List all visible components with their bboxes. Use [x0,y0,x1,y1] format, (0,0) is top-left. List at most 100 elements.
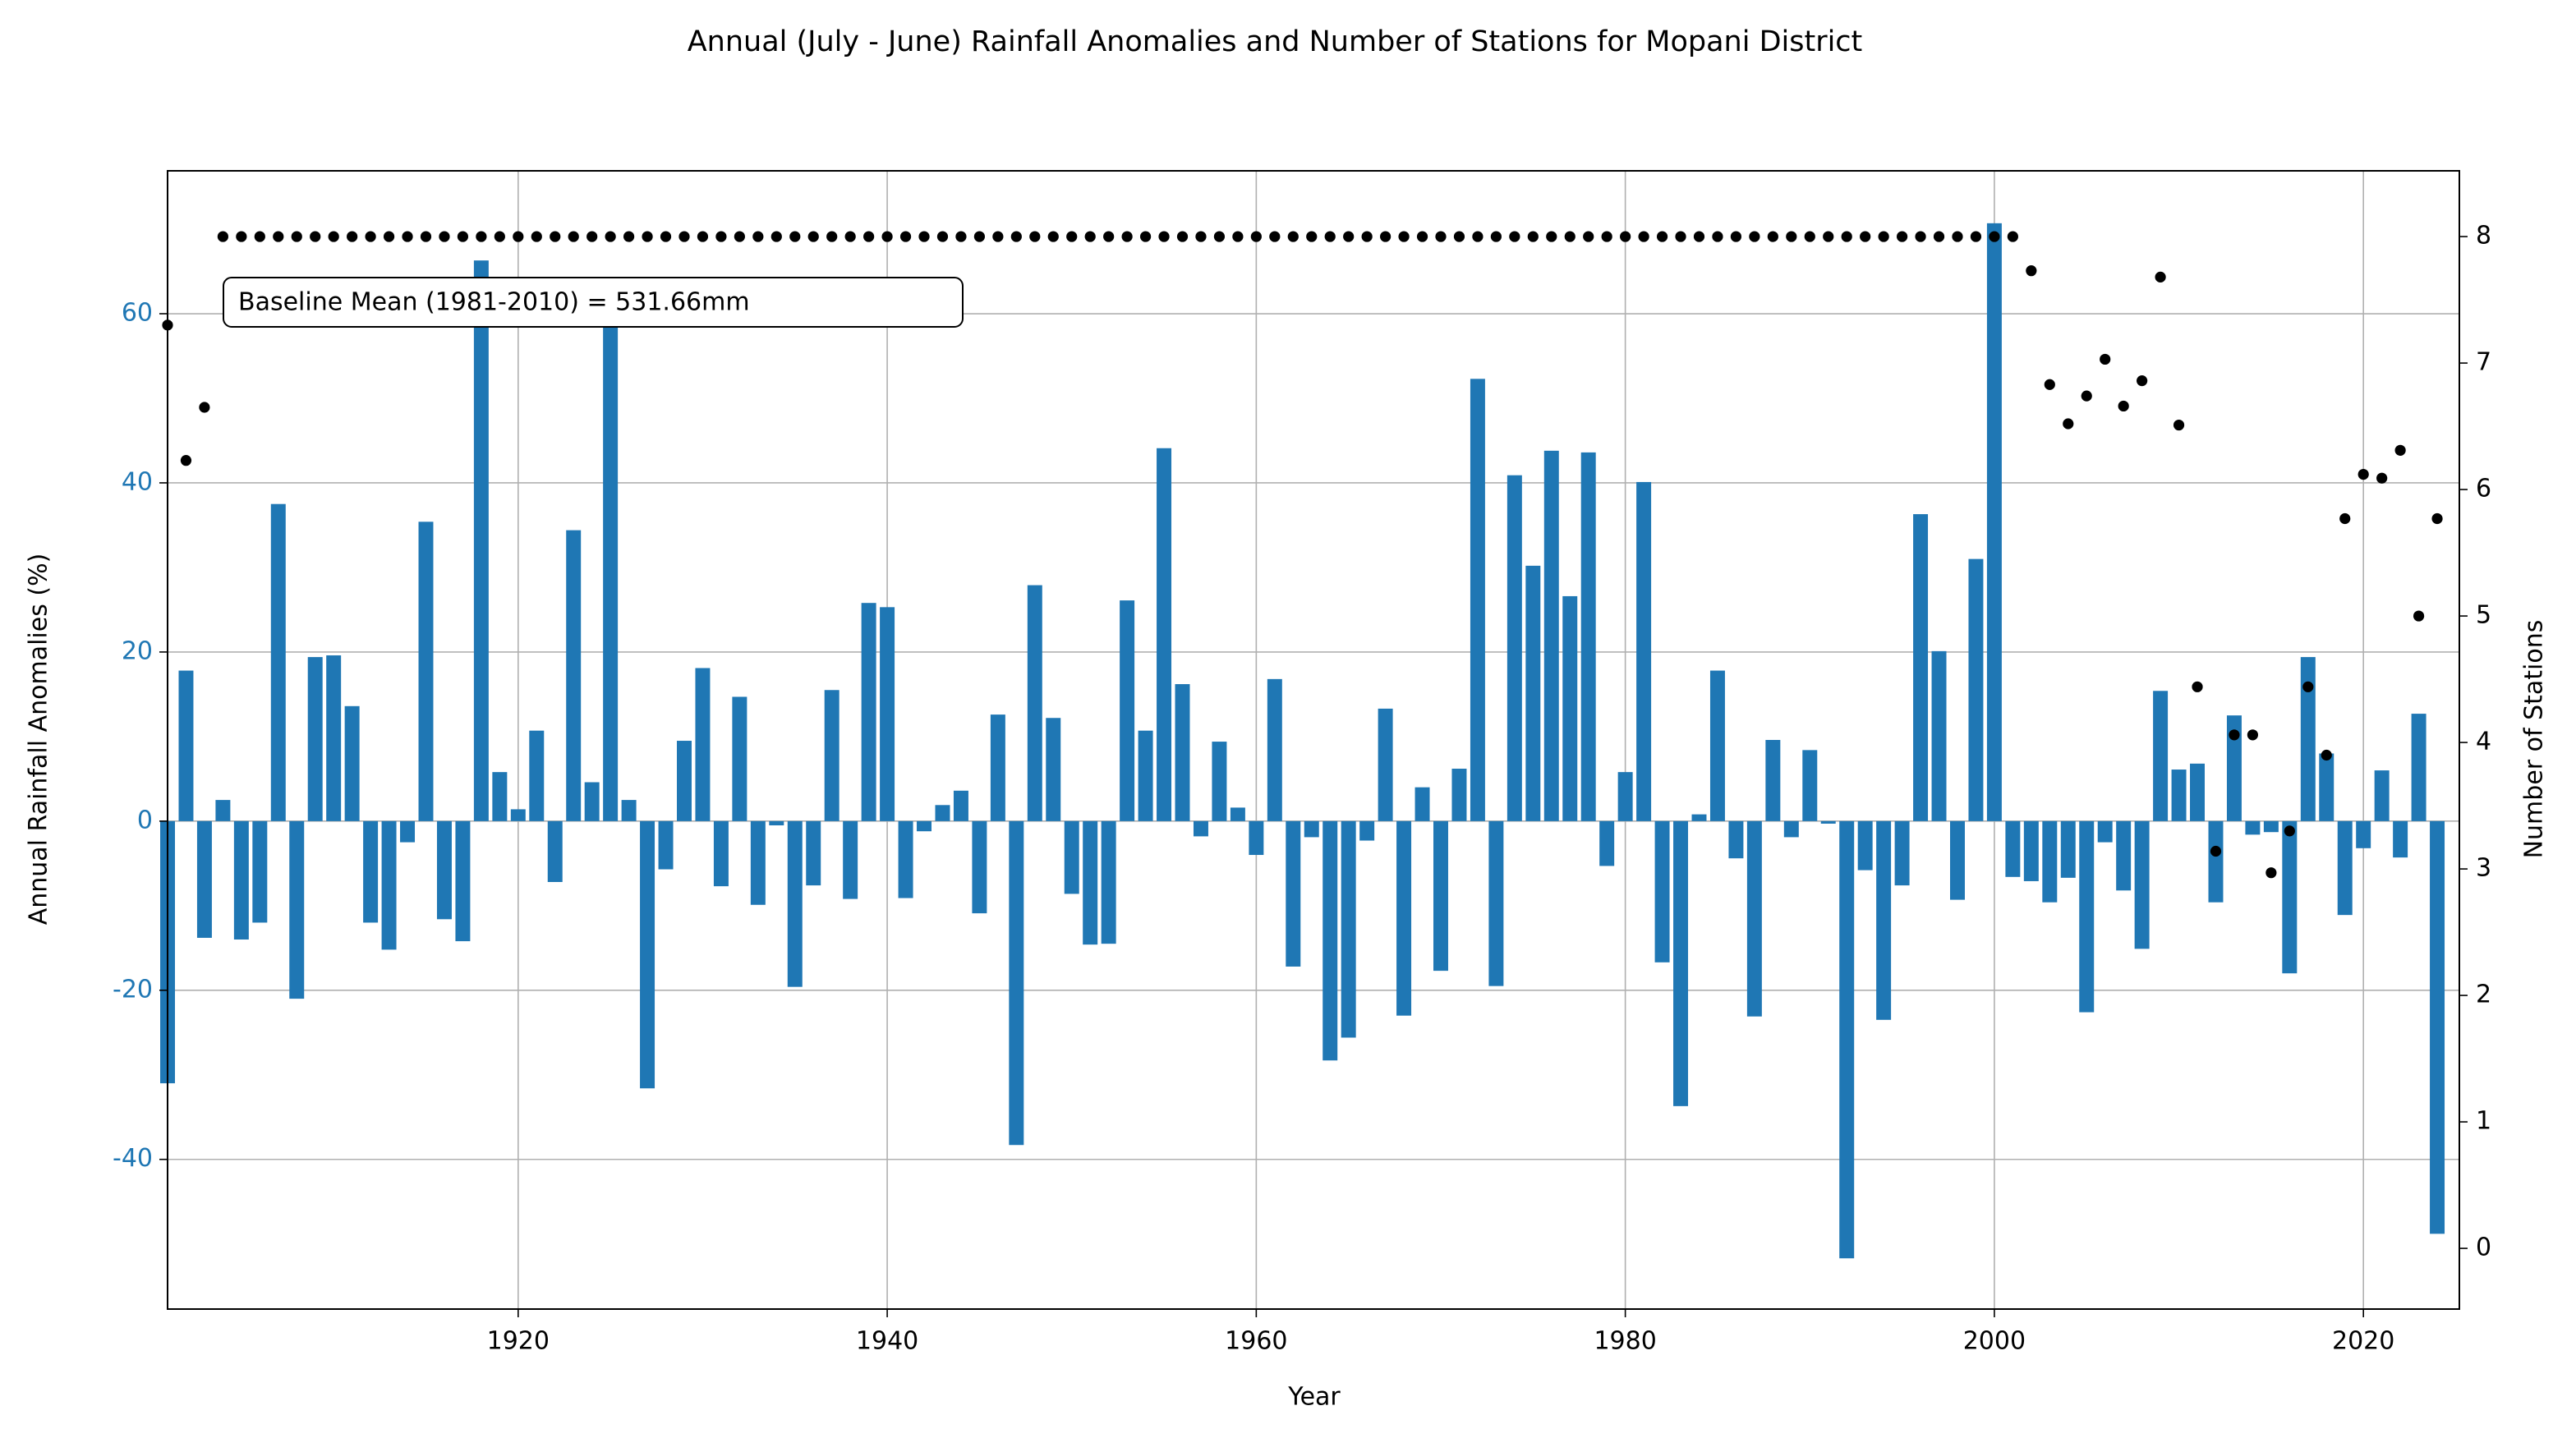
bar [2226,715,2242,821]
bar [990,714,1005,821]
station-dot [1638,231,1649,242]
bar [1931,650,1947,821]
station-dot [2192,681,2203,692]
bar [326,655,342,821]
station-dot [1250,231,1262,242]
station-dot [1693,231,1705,242]
bar [1433,820,1448,972]
station-dot [1066,231,1078,242]
bar [2171,770,2187,821]
x-tick-label: 2020 [2332,1327,2394,1356]
bar [178,670,194,821]
y-tick-label: -20 [113,975,153,1004]
bar [2116,820,2132,891]
bar [1599,820,1615,866]
station-dot [420,231,432,242]
station-dot [992,231,1004,242]
station-dot [328,231,339,242]
station-dot [1472,231,1484,242]
bar [1857,820,1873,871]
station-dot [623,231,635,242]
station-dot [1398,231,1410,242]
station-dot [531,231,542,242]
y2-tick-label: 0 [2476,1234,2491,1262]
station-dot [273,231,284,242]
bar [621,800,637,821]
bar [824,690,840,821]
bar [1212,742,1227,821]
y2-tick-label: 2 [2476,981,2491,1009]
station-dot [973,231,986,242]
bar [566,530,582,821]
station-dot [660,231,672,242]
y2-axis-label: Number of Stations [2520,620,2549,859]
station-dot [1860,231,1871,242]
bar [603,318,619,821]
x-tick-label: 1920 [487,1327,550,1356]
station-dot [2026,265,2037,277]
bar [1027,585,1042,821]
station-dot [1084,231,1096,242]
bar [1378,708,1393,821]
bar [1765,740,1781,821]
bar [2319,753,2334,821]
bar [1691,814,1707,821]
station-dot [936,231,949,242]
bar [1506,475,1522,821]
bar [1986,223,2002,821]
station-dot [550,231,561,242]
station-dot [1416,231,1428,242]
x-tick-label: 1960 [1225,1327,1287,1356]
y2-tick-label: 3 [2476,854,2491,883]
bar [769,820,784,826]
station-dot [715,231,727,242]
station-dot [1380,231,1392,242]
bar [1746,820,1762,1017]
station-dot [1546,231,1557,242]
station-dot [807,231,819,242]
station-dot [2044,379,2055,390]
bar [400,820,416,843]
station-dot [2302,681,2314,692]
station-dot [2007,231,2018,242]
bar [1249,820,1264,856]
station-dot [1453,231,1465,242]
bar [2374,770,2390,821]
bar [2023,820,2039,881]
station-dot [236,231,247,242]
bar [2393,820,2408,858]
station-dot [513,231,524,242]
station-dot [918,231,930,242]
bar [1728,820,1744,859]
bar [2356,820,2371,848]
bar [843,820,858,899]
plot-frame [167,170,2460,1310]
bar [1120,600,1135,821]
station-dot [1620,231,1631,242]
station-dot [1213,231,1226,242]
station-dot [383,231,395,242]
station-dot [2358,469,2369,480]
station-dot [2229,729,2240,741]
station-dot [2173,419,2185,431]
station-dot [1306,231,1318,242]
station-dot [881,231,893,242]
station-dot [1509,231,1520,242]
station-dot [1712,231,1723,242]
station-dot [1269,231,1281,242]
bar [1064,820,1079,894]
bar [972,820,987,914]
bar [898,820,913,898]
station-dot [2118,400,2129,412]
bar [2430,820,2445,1234]
station-dot [1490,231,1502,242]
station-dot [2284,825,2295,837]
bar [880,607,895,821]
bar [1617,772,1633,821]
bar [1894,820,1910,886]
station-dot [476,231,487,242]
station-dot [1933,231,1945,242]
bar [1341,820,1356,1038]
bar [1673,820,1689,1106]
